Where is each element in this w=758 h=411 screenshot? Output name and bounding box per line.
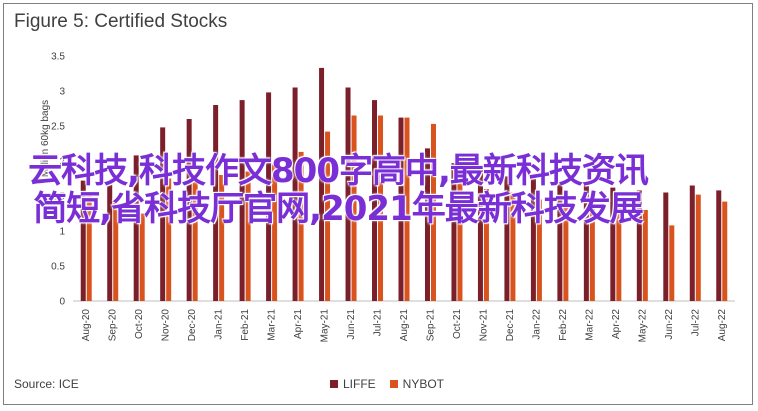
x-tick-label: Jun-21 xyxy=(346,309,357,340)
bar-nybot-jan-22 xyxy=(536,199,542,301)
bar-nybot-jul-22 xyxy=(695,194,701,301)
bar-liffe-dec-20 xyxy=(186,119,192,301)
x-tick-label: May-21 xyxy=(320,309,331,343)
bar-nybot-jun-22 xyxy=(669,225,675,301)
bar-nybot-jan-21 xyxy=(219,175,225,301)
chart-frame xyxy=(3,3,753,405)
bar-liffe-jan-21 xyxy=(213,105,219,301)
x-tick-label: Mar-22 xyxy=(584,309,595,341)
x-tick-label: Apr-21 xyxy=(293,309,304,339)
bar-liffe-mar-21 xyxy=(266,92,272,302)
y-tick-label: 3 xyxy=(59,87,65,98)
y-tick-label: 0.5 xyxy=(51,262,65,273)
x-tick-label: Sep-21 xyxy=(425,309,436,342)
bar-nybot-nov-20 xyxy=(166,178,172,301)
legend: LIFFE NYBOT xyxy=(330,377,444,391)
y-tick-label: 1.5 xyxy=(51,192,65,203)
x-tick-label: Oct-20 xyxy=(134,309,145,339)
bar-liffe-apr-21 xyxy=(292,87,298,301)
bar-nybot-aug-22 xyxy=(722,201,728,301)
y-tick-label: 3.5 xyxy=(51,52,65,63)
bar-liffe-jul-22 xyxy=(689,185,695,301)
bar-nybot-oct-21 xyxy=(457,159,463,301)
source-note: Source: ICE xyxy=(14,377,79,391)
bar-liffe-feb-22 xyxy=(557,180,563,301)
x-tick-label: Jul-22 xyxy=(690,309,701,337)
y-tick-label: 2 xyxy=(59,157,65,168)
bar-nybot-mar-22 xyxy=(589,204,595,301)
x-tick-label: Mar-21 xyxy=(267,309,278,341)
x-tick-label: May-22 xyxy=(637,309,648,343)
bar-nybot-dec-20 xyxy=(192,176,198,301)
x-tick-label: Jan-21 xyxy=(214,309,225,340)
legend-swatch-nybot xyxy=(389,380,398,388)
bar-nybot-jul-21 xyxy=(378,115,384,301)
bar-liffe-may-21 xyxy=(319,67,325,302)
bar-nybot-may-21 xyxy=(325,131,331,301)
bar-liffe-mar-22 xyxy=(583,182,589,301)
bar-liffe-apr-22 xyxy=(610,187,616,301)
bar-liffe-jun-22 xyxy=(663,192,669,301)
bar-liffe-nov-21 xyxy=(477,168,483,301)
bar-nybot-nov-21 xyxy=(483,189,489,301)
bar-nybot-jun-21 xyxy=(351,115,357,301)
bar-nybot-feb-21 xyxy=(245,171,251,301)
bar-nybot-apr-21 xyxy=(298,151,304,301)
x-tick-label: Feb-21 xyxy=(240,309,251,341)
x-tick-label: Feb-22 xyxy=(558,309,569,341)
bar-nybot-aug-20 xyxy=(86,192,92,301)
legend-label-nybot: NYBOT xyxy=(402,377,445,391)
legend-label-liffe: LIFFE xyxy=(343,377,376,391)
x-tick-label: Jun-22 xyxy=(664,309,675,340)
x-tick-label: Dec-20 xyxy=(187,309,198,342)
x-tick-label: Aug-22 xyxy=(717,309,728,342)
bar-liffe-feb-21 xyxy=(239,100,245,301)
legend-item-liffe: LIFFE xyxy=(330,377,376,391)
legend-item-nybot: NYBOT xyxy=(389,377,445,391)
x-tick-label: Aug-21 xyxy=(399,309,410,342)
x-tick-label: Sep-20 xyxy=(108,309,119,342)
bar-nybot-may-22 xyxy=(642,210,648,301)
x-tick-label: Jul-21 xyxy=(373,309,384,337)
x-tick-label: Jan-22 xyxy=(531,309,542,340)
y-tick-label: 0 xyxy=(59,297,65,308)
bar-liffe-jan-22 xyxy=(530,178,536,301)
bar-nybot-feb-22 xyxy=(563,201,569,301)
bar-liffe-aug-22 xyxy=(716,190,722,301)
bar-liffe-may-22 xyxy=(636,190,642,301)
bar-nybot-mar-21 xyxy=(272,164,278,301)
bar-nybot-sep-20 xyxy=(113,203,119,301)
bar-liffe-sep-20 xyxy=(107,182,113,301)
x-tick-label: Aug-20 xyxy=(81,309,92,342)
x-tick-label: Apr-22 xyxy=(611,309,622,339)
bar-nybot-oct-20 xyxy=(139,213,145,301)
bar-nybot-sep-21 xyxy=(430,123,436,302)
bar-liffe-nov-20 xyxy=(160,127,166,302)
y-tick-label: 1 xyxy=(59,227,65,238)
bar-liffe-sep-21 xyxy=(424,148,430,301)
y-axis-label: Million 60kg bags xyxy=(40,100,51,177)
x-tick-label: Dec-21 xyxy=(505,309,516,342)
y-tick-label: 2.5 xyxy=(51,122,65,133)
bar-nybot-aug-21 xyxy=(404,117,410,301)
watermark-overlay-text: 云科技,科技作文800字高中,最新科技资讯简短,省科技厅官网,2021年最新科技… xyxy=(28,151,649,229)
x-tick-label: Oct-21 xyxy=(452,309,463,339)
bar-liffe-dec-21 xyxy=(504,176,510,301)
bar-liffe-jun-21 xyxy=(345,87,351,301)
bar-liffe-jul-21 xyxy=(372,100,378,301)
legend-swatch-liffe xyxy=(330,380,338,388)
bar-liffe-oct-20 xyxy=(133,155,139,301)
bar-nybot-apr-22 xyxy=(616,207,622,301)
x-tick-label: Nov-20 xyxy=(161,309,172,342)
bar-liffe-aug-20 xyxy=(80,180,86,301)
bar-liffe-aug-21 xyxy=(398,117,404,301)
bar-liffe-oct-21 xyxy=(451,163,457,301)
x-tick-label: Nov-21 xyxy=(478,309,489,342)
bar-nybot-dec-21 xyxy=(510,192,516,301)
chart-title: Figure 5: Certified Stocks xyxy=(14,11,228,32)
